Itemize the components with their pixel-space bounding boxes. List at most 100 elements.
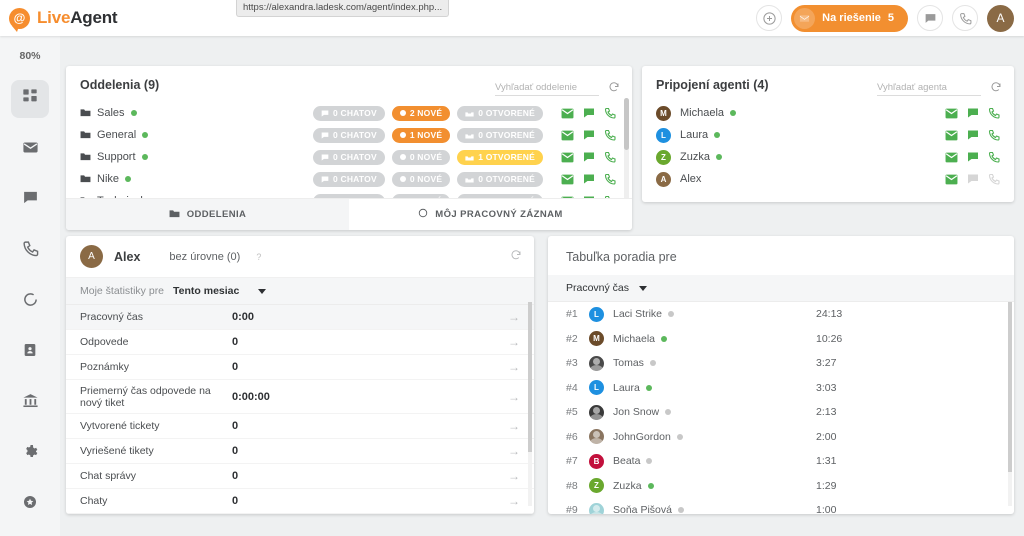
mail-icon[interactable] xyxy=(561,152,574,163)
sidebar-item-tickets[interactable] xyxy=(11,131,49,169)
leaderboard-row[interactable]: #1 L Laci Strike 24:13 xyxy=(548,302,1014,327)
department-search-input[interactable] xyxy=(495,82,599,96)
sidebar-item-customers[interactable] xyxy=(11,384,49,422)
statistic-row[interactable]: Vytvorené tickety 0 → xyxy=(66,414,534,439)
statistic-row[interactable]: Chat správy 0 → xyxy=(66,464,534,489)
badge-new[interactable]: 0 NOVÉ xyxy=(391,171,451,187)
mail-icon[interactable] xyxy=(561,174,574,185)
arrow-right-icon[interactable]: → xyxy=(508,444,520,458)
leaderboard-row[interactable]: #4 L Laura 3:03 xyxy=(548,376,1014,401)
agent-row[interactable]: L Laura xyxy=(642,124,1014,146)
department-row[interactable]: Sales 0 CHATOV 2 NOVÉ 0 OTVORENÉ xyxy=(66,102,632,124)
chat-icon[interactable] xyxy=(583,151,595,163)
mail-icon[interactable] xyxy=(945,152,958,163)
leaderboard-scrollbar[interactable] xyxy=(1008,302,1012,506)
sidebar-item-contacts[interactable] xyxy=(11,333,49,371)
statistics-scrollbar[interactable] xyxy=(528,302,532,506)
user-avatar[interactable]: A xyxy=(987,4,1014,32)
statistic-row[interactable]: Priemerný čas odpovede na nový tiket 0:0… xyxy=(66,380,534,414)
departments-scrollbar[interactable] xyxy=(624,98,629,202)
arrow-right-icon[interactable]: → xyxy=(508,419,520,433)
tab-oddelenia[interactable]: ODDELENIA xyxy=(66,199,349,230)
sidebar-item-dashboard[interactable] xyxy=(11,80,49,118)
phone-icon[interactable] xyxy=(952,5,978,31)
chat-icon[interactable] xyxy=(583,107,595,119)
mail-icon[interactable] xyxy=(945,130,958,141)
badge-chats[interactable]: 0 CHATOV xyxy=(313,149,385,165)
leaderboard-row[interactable]: #2 M Michaela 10:26 xyxy=(548,327,1014,352)
statistics-period-filter[interactable]: Moje štatistiky pre Tento mesiac xyxy=(66,278,534,305)
statistic-row[interactable]: Vyriešené tikety 0 → xyxy=(66,439,534,464)
chat-icon[interactable] xyxy=(967,173,979,185)
department-row[interactable]: General 0 CHATOV 1 NOVÉ 0 OTVORENÉ xyxy=(66,124,632,146)
mail-icon[interactable] xyxy=(945,108,958,119)
plus-circle-icon[interactable] xyxy=(756,5,783,31)
leaderboard-rank: #3 xyxy=(566,357,578,370)
agent-row[interactable]: M Michaela xyxy=(642,102,1014,124)
phone-icon[interactable] xyxy=(604,173,616,185)
badge-open[interactable]: 0 OTVORENÉ xyxy=(457,127,543,143)
badge-new[interactable]: 2 NOVÉ xyxy=(391,105,451,121)
statistic-row[interactable]: Poznámky 0 → xyxy=(66,355,534,380)
chat-icon[interactable] xyxy=(967,129,979,141)
sidebar-item-chats[interactable] xyxy=(11,181,49,219)
sidebar-item-calls[interactable] xyxy=(11,232,49,270)
leaderboard-row[interactable]: #8 Z Zuzka 1:29 xyxy=(548,474,1014,499)
phone-icon[interactable] xyxy=(988,151,1000,163)
chat-icon[interactable] xyxy=(967,107,979,119)
leaderboard-row[interactable]: #5 Jon Snow 2:13 xyxy=(548,400,1014,425)
sidebar-item-settings[interactable] xyxy=(11,435,49,473)
agent-row[interactable]: A Alex xyxy=(642,168,1014,190)
leaderboard-row[interactable]: #9 Soňa Pišová 1:00 xyxy=(548,498,1014,514)
resolve-button[interactable]: Na riešenie 5 xyxy=(791,4,908,32)
phone-icon[interactable] xyxy=(988,129,1000,141)
phone-icon[interactable] xyxy=(604,151,616,163)
mail-icon[interactable] xyxy=(561,130,574,141)
statistic-row[interactable]: Chaty 0 → xyxy=(66,489,534,514)
chat-icon[interactable] xyxy=(583,173,595,185)
refresh-icon[interactable] xyxy=(510,249,522,264)
chat-icon[interactable] xyxy=(917,5,943,31)
chat-icon[interactable] xyxy=(967,151,979,163)
leaderboard-row[interactable]: #3 Tomas 3:27 xyxy=(548,351,1014,376)
department-row[interactable]: Nike 0 CHATOV 0 NOVÉ 0 OTVORENÉ xyxy=(66,168,632,190)
chat-icon[interactable] xyxy=(583,129,595,141)
help-icon[interactable]: ? xyxy=(256,251,262,262)
badge-chats[interactable]: 0 CHATOV xyxy=(313,171,385,187)
department-row[interactable]: Support 0 CHATOV 0 NOVÉ 1 OTVORENÉ xyxy=(66,146,632,168)
statistic-value: 0 xyxy=(232,495,239,507)
arrow-right-icon[interactable]: → xyxy=(508,389,520,404)
liveagent-logo[interactable]: @ LiveAgent xyxy=(9,7,118,32)
tab-môj-pracovný-záznam[interactable]: MÔJ PRACOVNÝ ZÁZNAM xyxy=(349,199,632,230)
badge-open[interactable]: 0 OTVORENÉ xyxy=(457,171,543,187)
arrow-right-icon[interactable]: → xyxy=(508,360,520,374)
badge-chats[interactable]: 0 CHATOV xyxy=(313,105,385,121)
badge-new[interactable]: 1 NOVÉ xyxy=(391,127,451,143)
badge-open[interactable]: 0 OTVORENÉ xyxy=(457,105,543,121)
agent-search-input[interactable] xyxy=(877,82,981,96)
phone-icon[interactable] xyxy=(988,107,1000,119)
leaderboard-metric-filter[interactable]: Pracovný čas xyxy=(548,275,1014,302)
agent-row[interactable]: Z Zuzka xyxy=(642,146,1014,168)
badge-chats[interactable]: 0 CHATOV xyxy=(313,127,385,143)
phone-icon[interactable] xyxy=(604,107,616,119)
phone-icon[interactable] xyxy=(604,129,616,141)
refresh-icon[interactable] xyxy=(990,80,1002,98)
arrow-right-icon[interactable]: → xyxy=(508,335,520,349)
arrow-right-icon[interactable]: → xyxy=(508,494,520,508)
badge-new[interactable]: 0 NOVÉ xyxy=(391,149,451,165)
leaderboard-row[interactable]: #7 B Beata 1:31 xyxy=(548,449,1014,474)
sidebar-item-gamification[interactable] xyxy=(11,485,49,523)
leaderboard-row[interactable]: #6 JohnGordon 2:00 xyxy=(548,425,1014,450)
arrow-right-icon[interactable]: → xyxy=(508,469,520,483)
statistic-row[interactable]: Odpovede 0 → xyxy=(66,330,534,355)
statistic-row[interactable]: Pracovný čas 0:00 → xyxy=(66,305,534,330)
arrow-right-icon[interactable]: → xyxy=(508,310,520,324)
refresh-icon[interactable] xyxy=(608,80,620,98)
avatar: Z xyxy=(656,149,671,165)
mail-icon[interactable] xyxy=(945,174,958,185)
phone-icon[interactable] xyxy=(988,173,1000,185)
mail-icon[interactable] xyxy=(561,108,574,119)
sidebar-item-status[interactable] xyxy=(11,283,49,321)
badge-open[interactable]: 1 OTVORENÉ xyxy=(457,149,543,165)
